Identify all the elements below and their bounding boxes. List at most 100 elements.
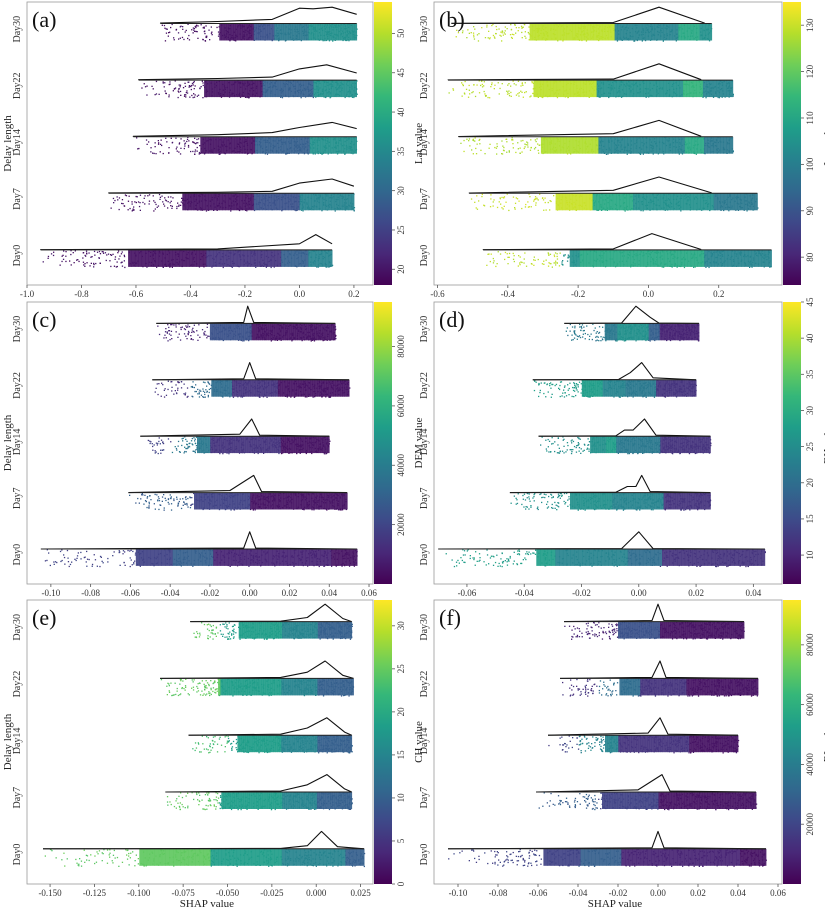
data-point — [73, 262, 75, 264]
data-point — [524, 143, 526, 145]
density-band — [729, 136, 734, 154]
data-point — [511, 137, 513, 139]
data-point — [681, 153, 684, 155]
data-point — [467, 29, 469, 31]
density-band — [588, 136, 593, 154]
density-band — [544, 23, 549, 41]
density-band — [565, 193, 570, 211]
density-band — [253, 193, 258, 211]
data-point — [165, 28, 167, 30]
density-band — [660, 249, 665, 267]
density-band — [553, 80, 558, 98]
density-band — [670, 249, 675, 267]
data-point — [93, 266, 95, 268]
density-band — [326, 80, 329, 98]
data-point — [498, 201, 500, 203]
density-band — [640, 249, 645, 267]
density-band — [653, 80, 657, 98]
data-point — [213, 209, 215, 211]
density-band — [697, 249, 702, 267]
density-band — [702, 80, 707, 98]
density-band — [569, 193, 573, 211]
data-point — [193, 29, 195, 31]
density-band — [678, 23, 682, 41]
density-band — [680, 193, 684, 211]
density-band — [276, 23, 280, 41]
density-band — [331, 23, 335, 41]
data-point — [280, 96, 282, 98]
density-band — [322, 23, 325, 41]
data-point — [541, 263, 544, 265]
data-point — [167, 201, 169, 203]
data-point — [547, 265, 550, 267]
y-tick-label: Day30 — [419, 16, 430, 43]
density-band — [681, 136, 686, 154]
density-band — [613, 249, 618, 267]
density-band — [660, 23, 664, 41]
data-point — [203, 333, 206, 335]
density-band — [189, 249, 194, 267]
density-band — [301, 23, 305, 41]
data-point — [98, 250, 101, 253]
data-point — [198, 151, 201, 154]
density-band — [636, 136, 641, 154]
y-tick-label: Day14 — [12, 129, 23, 156]
data-point — [525, 203, 527, 206]
density-band — [239, 193, 243, 211]
data-point — [496, 263, 498, 265]
data-point — [537, 143, 539, 145]
density-band — [620, 249, 624, 267]
density-band — [724, 249, 729, 267]
data-point — [196, 24, 198, 26]
density-band — [228, 193, 232, 211]
density-band — [279, 193, 283, 211]
density-band — [569, 136, 574, 154]
data-point — [562, 264, 564, 266]
colorbar-tick-label: 45 — [396, 68, 406, 78]
data-point — [492, 34, 495, 37]
density-band — [593, 80, 597, 98]
row-day14 — [458, 119, 734, 155]
data-point — [479, 138, 481, 141]
density-band — [713, 136, 718, 154]
data-point — [85, 250, 88, 252]
data-point — [472, 138, 474, 140]
data-point — [468, 89, 470, 91]
density-band — [693, 23, 697, 41]
density-band — [547, 136, 551, 154]
data-point — [158, 93, 160, 95]
data-point — [520, 90, 522, 92]
density-band — [293, 80, 296, 98]
density-band — [686, 193, 691, 211]
colorbar-tick-label: 90 — [805, 206, 815, 216]
data-point — [509, 34, 512, 36]
data-point — [197, 138, 200, 140]
data-point — [462, 83, 464, 86]
data-point — [550, 200, 552, 203]
density-band — [703, 193, 708, 211]
data-point — [59, 264, 61, 266]
density-band — [768, 249, 772, 267]
density-band — [593, 249, 597, 267]
data-point — [493, 199, 495, 201]
density-band — [556, 136, 561, 154]
data-point — [207, 335, 209, 337]
data-point — [554, 252, 557, 254]
density-band — [230, 193, 235, 211]
data-point — [164, 82, 166, 84]
density-band — [262, 80, 266, 98]
data-point — [537, 96, 539, 98]
data-point — [537, 149, 539, 152]
data-point — [187, 23, 189, 25]
data-point — [514, 202, 517, 204]
density-band — [575, 23, 579, 41]
density-band — [692, 80, 697, 98]
data-point — [117, 250, 120, 252]
data-point — [457, 32, 460, 34]
data-point — [547, 201, 549, 204]
data-point — [151, 85, 153, 87]
density-band — [620, 136, 625, 154]
density-band — [231, 136, 235, 154]
data-point — [476, 208, 479, 210]
data-point — [161, 144, 163, 147]
